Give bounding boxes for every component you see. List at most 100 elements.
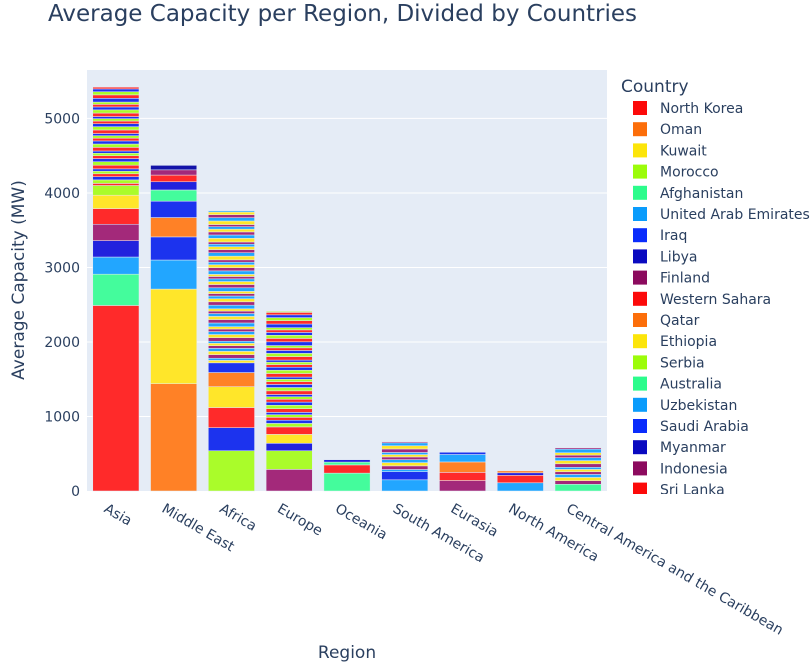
- bar-segment[interactable]: [92, 150, 140, 154]
- bar-segment[interactable]: [208, 252, 255, 257]
- bar-segment[interactable]: [208, 345, 255, 349]
- bar-segment[interactable]: [150, 236, 198, 261]
- bar-segment[interactable]: [92, 118, 140, 122]
- bar-segment[interactable]: [265, 353, 313, 357]
- bar-segment[interactable]: [265, 323, 313, 328]
- bar-segment[interactable]: [208, 316, 255, 320]
- bar-segment[interactable]: [208, 274, 255, 277]
- bar-segment[interactable]: [265, 426, 313, 435]
- bar-segment[interactable]: [208, 278, 255, 282]
- bar-segment[interactable]: [208, 249, 255, 253]
- bar-segment[interactable]: [381, 441, 429, 444]
- bar-segment[interactable]: [265, 317, 313, 321]
- bar-segment[interactable]: [92, 305, 140, 492]
- legend-item[interactable]: Libya: [633, 249, 697, 265]
- bar-segment[interactable]: [92, 98, 140, 103]
- legend[interactable]: North Korea Oman Kuwait Morocco Afghanistan U…: [633, 101, 810, 499]
- bar-segment[interactable]: [208, 241, 255, 245]
- bar-segment[interactable]: [381, 462, 429, 467]
- bar-segment[interactable]: [92, 173, 140, 177]
- bar-segment[interactable]: [381, 471, 429, 481]
- bar-segment[interactable]: [208, 351, 255, 355]
- bar-segment[interactable]: [92, 106, 140, 111]
- bar-segment[interactable]: [496, 475, 544, 484]
- bar-segment[interactable]: [92, 223, 140, 241]
- bar-segment[interactable]: [265, 366, 313, 371]
- bar-segment[interactable]: [92, 101, 140, 105]
- legend-item[interactable]: Serbia: [633, 355, 705, 371]
- bar-segment[interactable]: [265, 443, 313, 452]
- bar-segment[interactable]: [208, 348, 255, 352]
- bar-segment[interactable]: [92, 112, 140, 117]
- legend-item[interactable]: Oman: [633, 122, 702, 138]
- bar-segment[interactable]: [208, 281, 255, 285]
- bar-segment[interactable]: [92, 137, 140, 142]
- bar-segment[interactable]: [208, 243, 255, 247]
- bar-segment[interactable]: [265, 314, 313, 318]
- legend-item[interactable]: United Arab Emirates: [633, 207, 810, 223]
- bar-segment[interactable]: [265, 401, 313, 406]
- bar-segment[interactable]: [208, 304, 255, 310]
- bar-segment[interactable]: [92, 273, 140, 306]
- bar-segment[interactable]: [150, 259, 198, 290]
- bar-segment[interactable]: [208, 255, 255, 261]
- bar-segment[interactable]: [439, 480, 486, 492]
- bar-segment[interactable]: [208, 224, 255, 227]
- bar-segment[interactable]: [208, 372, 255, 387]
- bar-segment[interactable]: [92, 104, 140, 108]
- bar-segment[interactable]: [265, 332, 313, 336]
- bar-segment[interactable]: [323, 472, 371, 492]
- bar-segment[interactable]: [92, 256, 140, 275]
- bar-segment[interactable]: [265, 376, 313, 380]
- bar-segment[interactable]: [208, 295, 255, 300]
- legend-item[interactable]: North Korea: [633, 101, 743, 117]
- bar-segment[interactable]: [208, 322, 255, 327]
- bar-segment[interactable]: [381, 465, 429, 470]
- bar-segment[interactable]: [381, 469, 429, 472]
- bar-segment[interactable]: [92, 94, 140, 99]
- legend-item[interactable]: Western Sahara: [633, 291, 771, 308]
- bar-segment[interactable]: [496, 472, 544, 476]
- bar-segment[interactable]: [265, 469, 313, 492]
- bar-segment[interactable]: [208, 427, 255, 452]
- bar-segment[interactable]: [381, 459, 429, 463]
- bar-segment[interactable]: [265, 387, 313, 392]
- bar-segment[interactable]: [208, 259, 255, 263]
- bar-segment[interactable]: [208, 214, 255, 218]
- bar-segment[interactable]: [92, 140, 140, 145]
- bar-segment[interactable]: [554, 484, 602, 492]
- bar-segment[interactable]: [208, 261, 255, 266]
- bar-segment[interactable]: [323, 464, 371, 474]
- bar-segment[interactable]: [92, 170, 140, 175]
- bar-segment[interactable]: [208, 298, 255, 303]
- bar-segment[interactable]: [208, 343, 255, 346]
- bar-segment[interactable]: [496, 482, 544, 492]
- bar-segment[interactable]: [265, 345, 313, 349]
- bar-segment[interactable]: [208, 211, 255, 215]
- bar-segment[interactable]: [265, 414, 313, 418]
- bar-segment[interactable]: [554, 452, 602, 456]
- bar-segment[interactable]: [208, 293, 255, 297]
- bar-segment[interactable]: [92, 129, 140, 134]
- bar-segment[interactable]: [439, 461, 486, 473]
- bar-segment[interactable]: [92, 133, 140, 136]
- bar-segment[interactable]: [496, 470, 544, 474]
- bar-segment[interactable]: [208, 326, 255, 330]
- bar-segment[interactable]: [265, 311, 313, 313]
- bar-segment[interactable]: [381, 479, 429, 492]
- legend-item[interactable]: Qatar: [633, 313, 700, 329]
- bar-segment[interactable]: [92, 194, 140, 209]
- bar-segment[interactable]: [265, 373, 313, 378]
- bar-segment[interactable]: [265, 329, 313, 333]
- bar-segment[interactable]: [92, 86, 140, 90]
- bar-segment[interactable]: [554, 454, 602, 458]
- bar-segment[interactable]: [265, 378, 313, 382]
- bar-segment[interactable]: [208, 284, 255, 289]
- bar-segment[interactable]: [265, 361, 313, 365]
- bar-segment[interactable]: [265, 396, 313, 400]
- bar-segment[interactable]: [381, 456, 429, 460]
- bar-segment[interactable]: [208, 264, 255, 268]
- bar-segment[interactable]: [381, 448, 429, 453]
- bar-segment[interactable]: [92, 164, 140, 170]
- bar-segment[interactable]: [92, 208, 140, 225]
